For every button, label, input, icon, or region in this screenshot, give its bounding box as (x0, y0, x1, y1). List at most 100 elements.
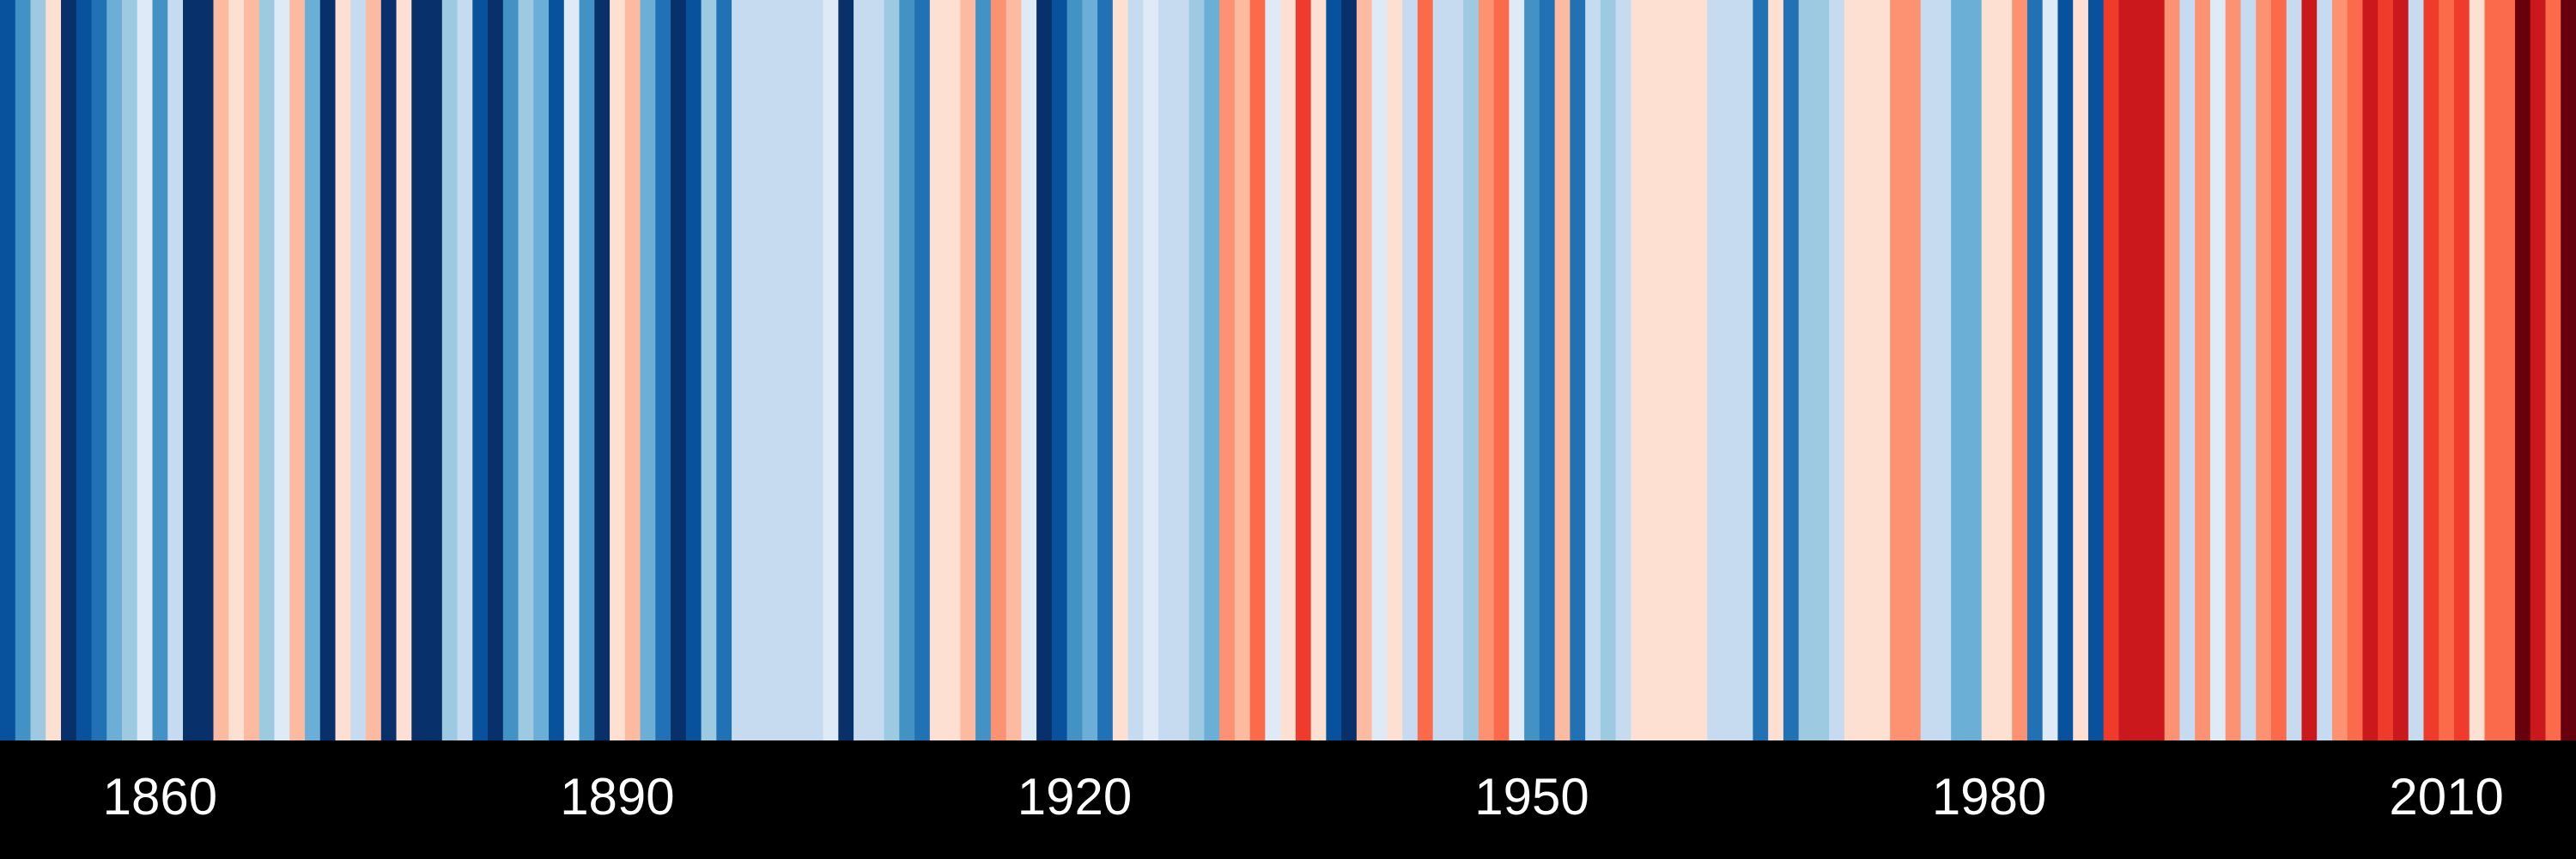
stripe-1920 (1066, 0, 1083, 740)
x-tick-label-1920: 1920 (1018, 768, 1132, 825)
stripe-1954 (1585, 0, 1601, 740)
stripe-1971 (1844, 0, 1861, 740)
stripe-1911 (929, 0, 946, 740)
stripe-1903 (807, 0, 824, 740)
stripe-1947 (1478, 0, 1495, 740)
stripe-1871 (319, 0, 337, 740)
stripe-1993 (2179, 0, 2196, 740)
stripe-1855 (76, 0, 93, 740)
stripe-1949 (1509, 0, 1525, 740)
stripe-1984 (2042, 0, 2059, 740)
stripe-1996 (2225, 0, 2242, 740)
stripe-1885 (533, 0, 550, 740)
stripe-1860 (152, 0, 168, 740)
stripe-1988 (2103, 0, 2120, 740)
stripe-1861 (167, 0, 184, 740)
stripe-1985 (2057, 0, 2074, 740)
stripe-1960 (1676, 0, 1693, 740)
stripe-1974 (1890, 0, 1906, 740)
stripe-1894 (671, 0, 687, 740)
stripe-1923 (1112, 0, 1129, 740)
stripe-1958 (1646, 0, 1662, 740)
stripe-1929 (1204, 0, 1220, 740)
stripe-1884 (518, 0, 534, 740)
stripe-1858 (122, 0, 138, 740)
stripe-layer (0, 0, 2576, 740)
stripe-1921 (1082, 0, 1098, 740)
stripe-1859 (137, 0, 154, 740)
stripe-1926 (1158, 0, 1175, 740)
stripe-1982 (2012, 0, 2028, 740)
stripe-1999 (2270, 0, 2287, 740)
stripe-1881 (472, 0, 489, 740)
stripe-1907 (868, 0, 885, 740)
stripe-1935 (1295, 0, 1312, 740)
stripe-1905 (838, 0, 854, 740)
stripe-2004 (2347, 0, 2364, 740)
stripe-1912 (945, 0, 961, 740)
stripe-1950 (1524, 0, 1540, 740)
stripe-2002 (2317, 0, 2333, 740)
stripe-1963 (1722, 0, 1739, 740)
stripe-1899 (746, 0, 763, 740)
stripe-2001 (2301, 0, 2318, 740)
stripe-1922 (1097, 0, 1114, 740)
stripe-1965 (1753, 0, 1769, 740)
x-tick-label-1980: 1980 (1932, 768, 2046, 825)
stripe-1866 (244, 0, 260, 740)
stripe-1933 (1265, 0, 1281, 740)
stripe-1910 (914, 0, 931, 740)
stripe-1943 (1417, 0, 1434, 740)
stripe-1969 (1814, 0, 1830, 740)
stripe-2013 (2484, 0, 2500, 740)
stripe-1906 (854, 0, 870, 740)
stripe-1939 (1356, 0, 1373, 740)
x-tick-label-2010: 2010 (2389, 768, 2503, 825)
stripe-1901 (777, 0, 793, 740)
stripe-1869 (289, 0, 306, 740)
stripe-1998 (2256, 0, 2272, 740)
stripe-2003 (2331, 0, 2348, 740)
stripe-1946 (1463, 0, 1479, 740)
stripe-1919 (1051, 0, 1068, 740)
stripe-1877 (411, 0, 428, 740)
stripe-1904 (823, 0, 839, 740)
stripe-1924 (1127, 0, 1144, 740)
stripe-1897 (716, 0, 732, 740)
stripe-1864 (213, 0, 229, 740)
stripe-1902 (793, 0, 809, 740)
stripe-1987 (2087, 0, 2105, 740)
stripe-1992 (2164, 0, 2181, 740)
stripe-1986 (2073, 0, 2089, 740)
stripe-1962 (1707, 0, 1723, 740)
stripe-2017 (2545, 0, 2561, 740)
stripe-1937 (1326, 0, 1342, 740)
stripe-1951 (1539, 0, 1556, 740)
stripe-1900 (762, 0, 778, 740)
stripe-1994 (2195, 0, 2211, 740)
stripe-2018 (2561, 0, 2576, 740)
stripe-1979 (1965, 0, 1983, 740)
stripe-1856 (91, 0, 107, 740)
stripe-1925 (1143, 0, 1159, 740)
stripe-1874 (366, 0, 382, 740)
stripe-1961 (1692, 0, 1708, 740)
stripe-1936 (1310, 0, 1327, 740)
stripe-1896 (701, 0, 717, 740)
stripe-1948 (1493, 0, 1510, 740)
stripe-1941 (1387, 0, 1403, 740)
x-tick-label-1860: 1860 (103, 768, 217, 825)
stripe-1887 (563, 0, 580, 740)
stripe-1997 (2240, 0, 2257, 740)
stripe-1976 (1920, 0, 1937, 740)
stripe-1851 (15, 0, 32, 740)
stripe-1980 (1981, 0, 1998, 740)
stripe-1957 (1631, 0, 1647, 740)
stripe-1942 (1402, 0, 1419, 740)
stripe-1852 (30, 0, 46, 740)
stripe-1953 (1570, 0, 1586, 740)
stripe-1973 (1874, 0, 1891, 740)
stripe-1955 (1600, 0, 1617, 740)
